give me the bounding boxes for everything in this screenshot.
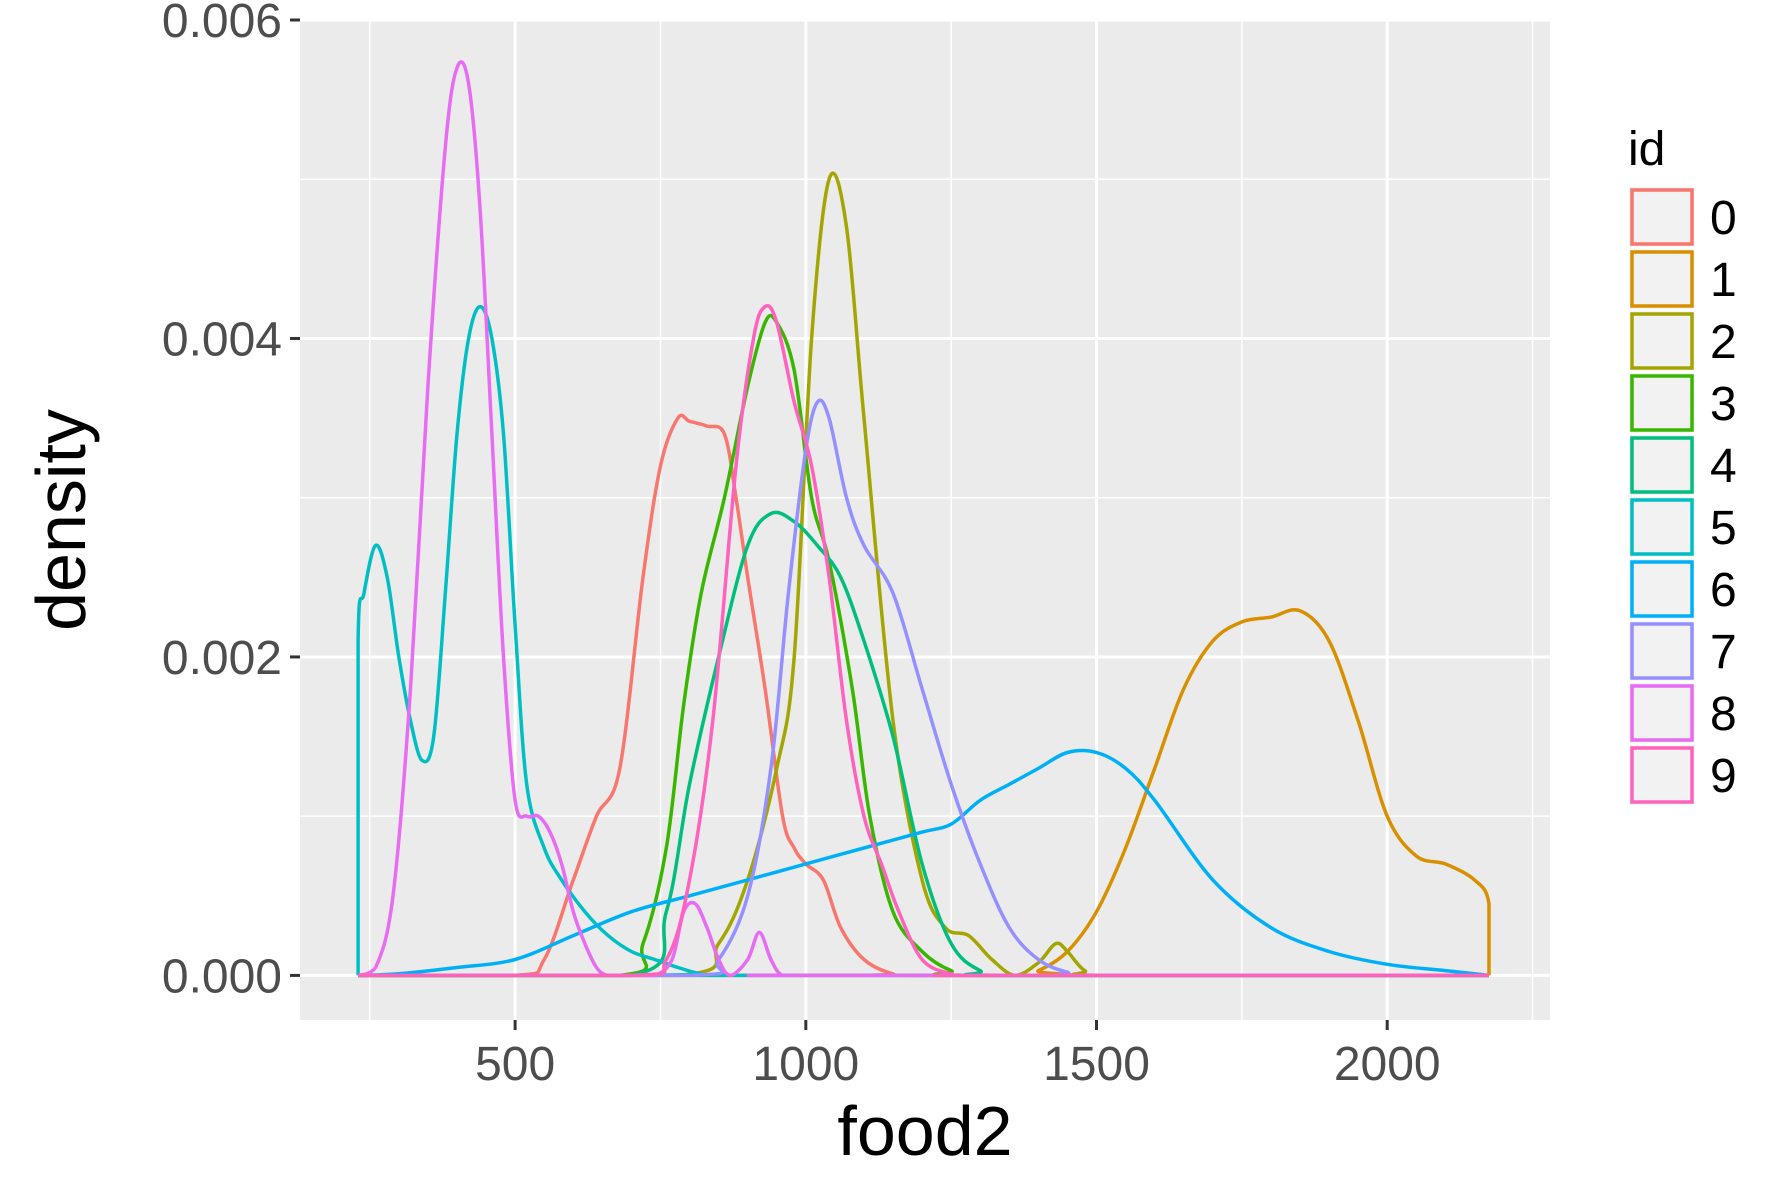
x-tick-label-3: 2000 [1334, 1038, 1441, 1091]
series-line-9 [358, 304, 1489, 978]
x-tick-label-0: 500 [475, 1038, 555, 1091]
legend-key-3 [1630, 374, 1694, 432]
legend-key-bg-9 [1626, 742, 1698, 808]
y-tick-label-1: 0.002 [162, 632, 282, 685]
legend-label-6: 6 [1710, 564, 1737, 617]
legend-key-9 [1630, 746, 1694, 804]
legend-label-2: 2 [1710, 316, 1737, 369]
x-tick-label-1: 1000 [752, 1038, 859, 1091]
y-tick-label-2: 0.004 [162, 313, 282, 366]
series-line-5 [356, 304, 1489, 978]
major-gridlines [300, 18, 1550, 1020]
x-tick-label-2: 1500 [1043, 1038, 1150, 1091]
y-tick-label-3: 0.006 [162, 0, 282, 48]
legend-key-bg-2 [1626, 308, 1698, 374]
legend: id 0 1 2 3 4 5 6 7 8 9 [1626, 123, 1737, 808]
series-line-6 [358, 748, 1490, 978]
legend-key-bg-3 [1626, 370, 1698, 436]
legend-key-bg-7 [1626, 618, 1698, 684]
series-line-3 [358, 313, 1489, 978]
minor-gridlines [300, 20, 1550, 1020]
y-axis-title: density [22, 409, 100, 631]
legend-label-5: 5 [1710, 502, 1737, 555]
legend-key-1 [1630, 250, 1694, 308]
legend-key-6 [1630, 560, 1694, 618]
series-line-7 [358, 398, 1489, 978]
legend-label-9: 9 [1710, 750, 1737, 803]
legend-title: id [1628, 123, 1665, 176]
legend-key-bg-6 [1626, 556, 1698, 622]
x-axis-ticks: 500 1000 1500 2000 [475, 1020, 1441, 1091]
legend-label-7: 7 [1710, 626, 1737, 679]
legend-label-3: 3 [1710, 378, 1737, 431]
legend-key-8 [1630, 684, 1694, 742]
series-line-0 [358, 413, 1489, 978]
legend-key-bg-5 [1626, 494, 1698, 560]
legend-label-1: 1 [1710, 254, 1737, 307]
legend-key-5 [1630, 498, 1694, 556]
y-tick-label-0: 0.000 [162, 950, 282, 1003]
series-line-8 [357, 60, 1489, 978]
legend-key-0 [1630, 188, 1694, 246]
series-line-2 [358, 171, 1489, 978]
legend-label-4: 4 [1710, 440, 1737, 493]
legend-key-2 [1630, 312, 1694, 370]
series-line-4 [358, 510, 1489, 978]
legend-label-0: 0 [1710, 192, 1737, 245]
series-lines [356, 60, 1491, 978]
legend-key-bg-0 [1626, 184, 1698, 250]
legend-key-bg-1 [1626, 246, 1698, 312]
x-axis-title: food2 [837, 1092, 1012, 1170]
legend-key-4 [1630, 436, 1694, 494]
legend-key-bg-8 [1626, 680, 1698, 746]
legend-label-8: 8 [1710, 688, 1737, 741]
legend-key-bg-4 [1626, 432, 1698, 498]
legend-key-7 [1630, 622, 1694, 680]
y-axis-ticks: 0.000 0.002 0.004 0.006 [162, 0, 300, 1003]
